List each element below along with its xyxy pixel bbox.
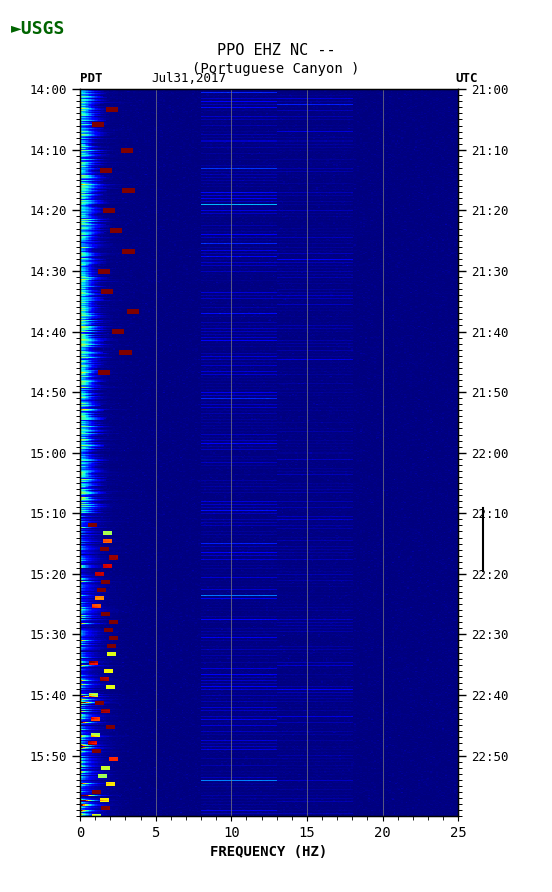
Text: PDT: PDT bbox=[80, 71, 103, 85]
Text: UTC: UTC bbox=[455, 71, 478, 85]
Text: PPO EHZ NC --: PPO EHZ NC -- bbox=[217, 43, 335, 58]
Text: (Portuguese Canyon ): (Portuguese Canyon ) bbox=[192, 62, 360, 76]
Text: ►USGS: ►USGS bbox=[11, 20, 66, 37]
X-axis label: FREQUENCY (HZ): FREQUENCY (HZ) bbox=[210, 846, 328, 860]
Text: Jul31,2017: Jul31,2017 bbox=[152, 71, 227, 85]
